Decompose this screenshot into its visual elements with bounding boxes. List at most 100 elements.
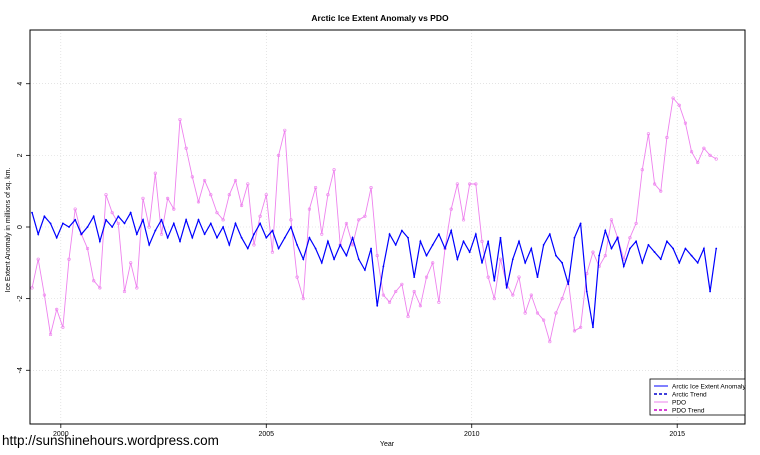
arctic-ice-point [629,247,631,250]
pdo-point [714,157,718,161]
arctic-ice-point [690,254,693,257]
arctic-ice-point [191,236,194,239]
arctic-ice-point [641,261,644,264]
arctic-ice-point [518,240,520,243]
arctic-ice-point [265,236,268,239]
arctic-ice-point [203,233,206,236]
pdo-point [129,261,133,265]
arctic-ice-point [635,240,638,243]
y-tick-label: 4 [17,82,24,86]
pdo-point [209,193,213,197]
arctic-ice-point [31,211,33,214]
arctic-ice-point [154,229,157,232]
pdo-point [406,314,410,319]
arctic-ice-point [92,215,95,218]
arctic-ice-point [55,236,58,239]
y-tick-label: -2 [17,295,24,301]
arctic-ice-point [197,218,200,221]
y-axis: -4 -2 0 2 4 [17,82,30,373]
arctic-ice-point [684,247,687,250]
arctic-ice-point [333,258,335,261]
arctic-ice-point [345,254,348,257]
arctic-ice-point [610,247,613,250]
arctic-ice-point [222,226,225,228]
x-tick-label: 2015 [669,431,685,438]
arctic-ice-point [68,226,70,228]
arctic-ice-point [548,233,551,236]
y-axis-label: Ice Extent Anomaly in millions of sq. km… [5,168,12,293]
pdo-point [542,318,546,322]
pdo-point [609,218,614,222]
pdo-point [307,207,312,211]
arctic-ice-point [388,233,391,236]
y-tick-label: -4 [17,367,24,373]
arctic-ice-point [573,236,576,239]
arctic-ice-point [666,240,668,243]
pdo-point [535,311,540,315]
pdo-point [110,211,114,215]
arctic-ice-point [407,236,409,239]
arctic-ice-point [511,258,514,261]
arctic-ice-point [246,247,249,250]
pdo-point [603,254,607,258]
pdo-point [227,193,231,197]
arctic-ice-point [80,233,83,236]
pdo-point [394,289,398,294]
arctic-ice-point [585,290,588,293]
pdo-point [67,257,71,261]
arctic-ice-point [160,218,163,221]
y-tick-label: 0 [17,225,24,229]
legend-label: PDO [672,400,686,407]
pdo-point [326,193,330,197]
arctic-ice-point [481,261,483,264]
arctic-ice-point [647,244,650,246]
pdo-point [172,207,176,211]
pdo-point [203,178,207,183]
arctic-ice-point [456,258,459,261]
pdo-point [332,168,336,172]
arctic-ice-point [567,283,570,286]
arctic-ice-point [444,247,446,250]
arctic-ice-point [111,226,114,228]
arctic-ice-point [166,236,169,239]
x-tick-label: 2000 [53,431,69,438]
pdo-point [683,121,688,125]
arctic-ice-point [592,326,594,329]
pdo-point [98,286,102,290]
arctic-ice-point [703,247,705,250]
legend-label: Arctic Trend [672,392,707,399]
legend-box [649,378,746,416]
pdo-point [418,304,422,308]
arctic-ice-point [505,286,508,289]
arctic-ice-point [653,251,656,253]
pdo-point [437,300,441,304]
pdo-point [153,171,157,175]
arctic-ice-point [234,222,237,225]
arctic-ice-point [530,247,533,250]
arctic-ice-point [37,233,40,236]
grid [30,30,745,424]
arctic-ice-point [74,218,77,221]
pdo-point [579,325,583,329]
pdo-point [295,275,299,279]
pdo-point [523,311,527,315]
arctic-ice-point [709,290,711,293]
arctic-ice-point [370,247,372,250]
arctic-ice-point [659,258,662,261]
arctic-ice-point [61,222,64,225]
pdo-point [511,293,515,297]
arctic-ice-point [43,215,46,218]
pdo-point [190,175,194,179]
arctic-ice-point [499,236,502,239]
pdo-point [258,214,262,218]
pdo-point [381,293,385,297]
arctic-ice-point [117,215,120,218]
arctic-ice-point [339,244,342,246]
pdo-point [486,275,490,279]
arctic-ice-point [598,254,601,257]
arctic-ice-point [413,276,416,279]
pdo-point [240,203,244,208]
pdo-point [517,275,521,279]
pdo-point [184,146,188,150]
